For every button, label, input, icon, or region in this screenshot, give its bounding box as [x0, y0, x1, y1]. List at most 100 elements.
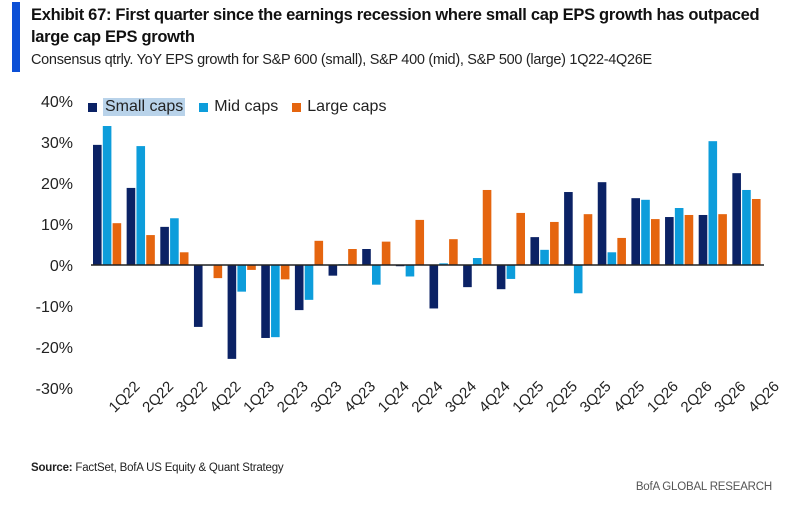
y-tick-label: 40% — [41, 94, 73, 111]
y-tick-label: -10% — [36, 299, 73, 316]
bar-small-caps-2q22 — [126, 187, 136, 265]
bar-small-caps-4q23 — [328, 265, 338, 276]
x-tick-label: 4Q26 — [745, 378, 783, 416]
x-tick-label: 1Q25 — [509, 378, 547, 416]
bar-mid-caps-4q26 — [742, 189, 751, 265]
x-axis: 1Q222Q223Q224Q221Q232Q233Q234Q231Q242Q24… — [106, 378, 783, 416]
bar-small-caps-2q23 — [261, 265, 270, 338]
y-tick-label: -30% — [36, 381, 73, 398]
x-tick-label: 1Q23 — [240, 378, 278, 416]
x-tick-label: 2Q23 — [274, 378, 312, 416]
x-tick-label: 4Q24 — [476, 378, 514, 416]
chart-subtitle: Consensus qtrly. YoY EPS growth for S&P … — [31, 52, 652, 68]
bar-mid-caps-1q24 — [372, 265, 381, 285]
bar-small-caps-4q26 — [732, 173, 741, 265]
x-tick-label: 3Q23 — [307, 378, 345, 416]
bar-small-caps-4q25 — [597, 182, 607, 265]
bar-large-caps-2q24 — [415, 219, 425, 265]
y-tick-label: -20% — [36, 340, 73, 357]
x-tick-label: 1Q26 — [644, 378, 682, 416]
bar-mid-caps-1q25 — [506, 265, 516, 279]
bar-large-caps-4q25 — [617, 237, 626, 265]
legend-label-large-caps: Large caps — [307, 98, 387, 115]
x-tick-label: 1Q24 — [375, 378, 413, 416]
y-axis: 40% 30% 20% 10% 0% -10% -20% -30% — [36, 94, 73, 398]
bar-large-caps-1q24 — [381, 241, 391, 265]
bar-small-caps-2q26 — [665, 217, 674, 265]
bar-large-caps-4q24 — [482, 189, 492, 265]
bar-large-caps-4q23 — [348, 249, 357, 265]
bar-large-caps-4q22 — [213, 265, 223, 279]
bar-large-caps-1q25 — [516, 212, 525, 265]
bar-large-caps-3q23 — [314, 240, 324, 265]
y-tick-label: 20% — [41, 176, 73, 193]
legend-swatch-large-caps — [292, 102, 302, 112]
bar-small-caps-3q24 — [429, 265, 439, 309]
bar-large-caps-2q22 — [146, 235, 155, 265]
bar-mid-caps-4q25 — [607, 252, 617, 265]
bar-mid-caps-3q24 — [439, 263, 448, 265]
bar-mid-caps-1q26 — [641, 199, 650, 265]
x-tick-label: 4Q25 — [610, 378, 648, 416]
bar-mid-caps-4q24 — [472, 258, 482, 265]
bar-large-caps-4q26 — [751, 198, 761, 265]
bar-large-caps-2q25 — [550, 221, 559, 265]
legend-swatch-small-caps — [88, 102, 97, 112]
bar-small-caps-1q22 — [93, 144, 102, 265]
x-tick-label: 4Q22 — [206, 378, 244, 416]
source-note: Source: FactSet, BofA US Equity & Quant … — [31, 462, 284, 474]
y-tick-label: 0% — [50, 258, 73, 275]
bar-small-caps-4q24 — [463, 265, 472, 288]
bar-mid-caps-3q22 — [170, 218, 179, 265]
bar-small-caps-3q22 — [160, 226, 169, 265]
bar-small-caps-3q25 — [564, 192, 573, 265]
bar-large-caps-1q23 — [247, 265, 256, 270]
legend-label-mid-caps: Mid caps — [214, 98, 279, 115]
source-text: FactSet, BofA US Equity & Quant Strategy — [72, 462, 284, 474]
chart-title: Exhibit 67: First quarter since the earn… — [31, 6, 760, 46]
bar-mid-caps-3q25 — [573, 265, 583, 294]
bar-small-caps-3q26 — [698, 214, 708, 265]
x-tick-label: 4Q23 — [341, 378, 379, 416]
bar-small-caps-1q24 — [362, 249, 371, 265]
bar-small-caps-3q23 — [294, 265, 304, 311]
legend-item-mid-caps[interactable]: Mid caps — [199, 98, 278, 116]
bar-large-caps-1q26 — [651, 219, 660, 265]
title-accent-bar — [12, 2, 20, 72]
x-tick-label: 3Q25 — [577, 378, 615, 416]
x-tick-label: 3Q26 — [711, 378, 749, 416]
bar-mid-caps-2q26 — [674, 208, 684, 265]
bar-large-caps-3q22 — [179, 252, 189, 265]
bar-small-caps-4q22 — [193, 265, 203, 327]
bar-mid-caps-3q23 — [304, 265, 314, 300]
source-label: Source: — [31, 462, 73, 474]
bar-large-caps-1q22 — [112, 223, 122, 265]
bar-small-caps-2q25 — [530, 237, 540, 265]
bar-large-caps-3q24 — [449, 239, 458, 265]
bar-mid-caps-2q25 — [540, 249, 549, 265]
legend: Small caps Mid caps Large caps — [88, 98, 400, 116]
brand-label: BofA GLOBAL RESEARCH — [635, 481, 772, 493]
bar-mid-caps-2q23 — [271, 265, 280, 338]
legend-swatch-mid-caps — [199, 102, 209, 112]
bar-small-caps-1q23 — [227, 265, 237, 359]
x-tick-label: 3Q22 — [173, 378, 211, 416]
bar-small-caps-1q26 — [631, 198, 640, 265]
x-tick-label: 3Q24 — [442, 378, 480, 416]
bar-large-caps-2q23 — [280, 265, 290, 280]
bar-small-caps-1q25 — [496, 265, 506, 290]
x-tick-label: 2Q24 — [408, 378, 446, 416]
bar-mid-caps-2q22 — [136, 146, 146, 265]
legend-item-large-caps[interactable]: Large caps — [292, 98, 386, 116]
bar-large-caps-3q25 — [583, 214, 593, 265]
bar-mid-caps-2q24 — [405, 265, 415, 277]
bar-mid-caps-1q23 — [237, 265, 246, 292]
y-tick-label: 10% — [41, 217, 73, 234]
x-tick-label: 2Q22 — [139, 378, 177, 416]
bar-large-caps-3q26 — [718, 214, 727, 265]
y-tick-label: 30% — [41, 135, 73, 152]
bar-large-caps-2q26 — [684, 214, 694, 265]
x-tick-label: 2Q26 — [678, 378, 716, 416]
legend-item-small-caps[interactable]: Small caps — [88, 98, 186, 116]
